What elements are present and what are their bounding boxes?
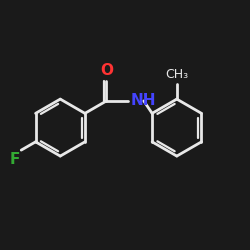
Text: F: F: [10, 152, 20, 167]
Text: CH₃: CH₃: [165, 68, 188, 82]
Text: NH: NH: [130, 94, 156, 108]
Text: O: O: [100, 62, 113, 78]
